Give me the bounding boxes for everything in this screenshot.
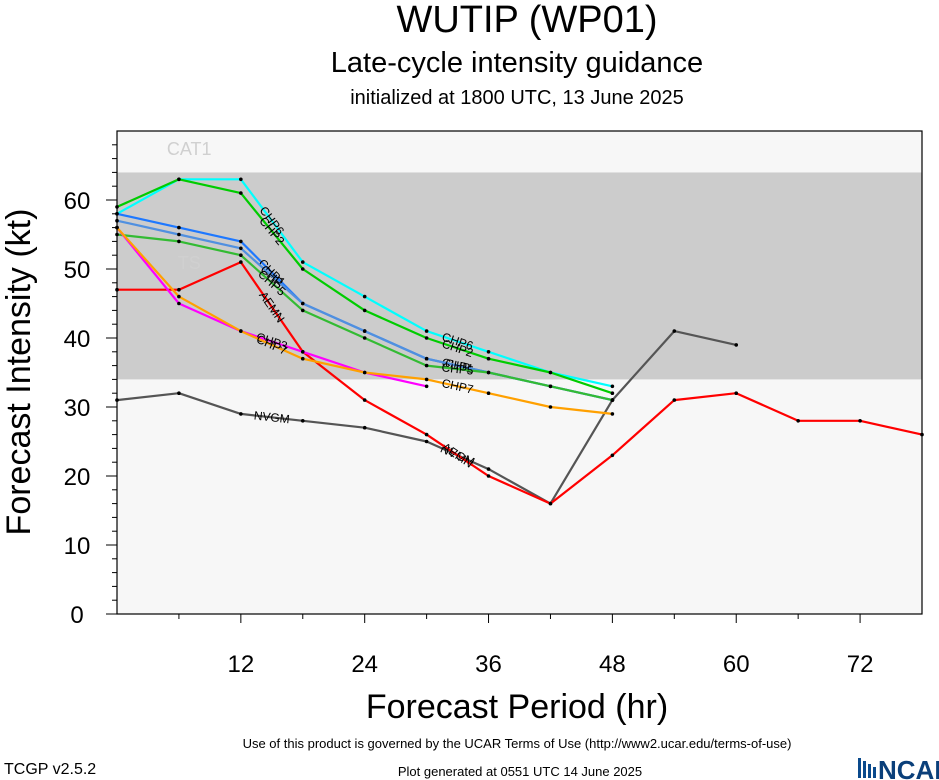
generated-timestamp: Plot generated at 0551 UTC 14 June 2025 (398, 764, 642, 779)
data-point-chp (300, 301, 305, 306)
data-point-chp7 (239, 329, 243, 333)
chart-initialized: initialized at 1800 UTC, 13 June 2025 (350, 87, 684, 109)
series-label-chp7: CHP7 (440, 376, 475, 397)
data-point-chp5 (300, 308, 305, 313)
data-point-aemn (362, 398, 367, 402)
data-point-aemn (177, 287, 181, 292)
data-point-chp2 (486, 356, 491, 361)
data-point-chp6 (362, 294, 367, 299)
data-point-nvgm (734, 343, 739, 347)
data-point-chp5 (610, 398, 615, 402)
data-point-chp1 (239, 239, 243, 244)
chart-subtitle: Late-cycle intensity guidance (331, 47, 703, 79)
data-point-chp3 (424, 384, 429, 389)
data-point-chp (424, 356, 429, 361)
x-axis-label: Forecast Period (hr) (366, 688, 668, 726)
data-point-chp2 (362, 308, 367, 313)
data-point-chp5 (548, 384, 553, 389)
x-tick-label: 12 (227, 651, 254, 678)
y-tick-label: 40 (64, 326, 91, 353)
data-point-chp7 (610, 412, 615, 416)
chart-title: WUTIP (WP01) (396, 0, 657, 41)
data-point-aemn (734, 391, 739, 396)
y-tick-label: 50 (64, 257, 91, 284)
data-point-aemn (796, 419, 800, 423)
data-point-aemn (239, 260, 243, 264)
data-point-chp1 (177, 225, 181, 230)
data-point-chp3 (300, 350, 305, 354)
x-tick-label: 36 (475, 651, 502, 678)
data-point-chp2 (177, 177, 181, 182)
plot-area: TSCAT1NVGMNVGMAEMNAEMNCHP6CHP6CHP2CHP2CH… (64, 130, 924, 678)
band-ts (117, 172, 922, 380)
data-point-chp6 (610, 384, 615, 389)
data-point-aemn (548, 501, 553, 506)
x-tick-label: 48 (599, 651, 626, 678)
data-point-nvgm (486, 467, 491, 471)
data-point-nvgm (362, 425, 367, 430)
y-tick-label: 10 (64, 533, 91, 560)
data-point-chp7 (177, 294, 181, 299)
data-point-chp7 (548, 405, 553, 409)
y-tick-label: 0 (70, 602, 83, 629)
data-point-chp6 (424, 329, 429, 333)
y-tick-label: 60 (64, 188, 91, 215)
y-tick-label: 20 (64, 464, 91, 491)
y-axis-label: Forecast Intensity (kt) (0, 209, 38, 536)
series-line-chp3 (116, 226, 427, 388)
data-point-chp6 (486, 350, 491, 354)
data-point-chp2 (610, 391, 615, 396)
data-point-chp5 (486, 370, 491, 375)
data-point-chp6 (300, 260, 305, 264)
data-point-chp3 (177, 301, 181, 306)
series-label-chp5: CHP5 (441, 360, 475, 377)
data-point-chp2 (548, 370, 553, 375)
data-point-chp5 (177, 239, 181, 244)
data-point-chp6 (239, 177, 243, 182)
ncar-logo: NCAR (858, 755, 939, 780)
version-label: TCGP v2.5.2 (4, 761, 96, 778)
data-point-nvgm (239, 412, 243, 416)
data-point-chp (362, 329, 367, 333)
data-point-chp2 (239, 191, 243, 195)
x-tick-label: 60 (723, 651, 750, 678)
data-point-chp7 (424, 377, 429, 382)
data-point-chp5 (239, 253, 243, 257)
y-tick-label: 30 (64, 395, 91, 422)
band-cat1 (117, 131, 922, 173)
data-point-chp2 (300, 267, 305, 271)
data-point-aemn (486, 474, 491, 478)
data-point-chp7 (486, 391, 491, 396)
series-chp6: CHP6CHP6 (115, 177, 615, 389)
series-label-nvgm: NVGM (253, 408, 290, 426)
data-point-chp5 (424, 363, 429, 368)
data-point-nvgm (424, 439, 429, 444)
data-point-aemn (672, 398, 677, 402)
x-tick-label: 72 (847, 651, 874, 678)
data-point-chp7 (362, 370, 367, 375)
data-point-chp5 (362, 336, 367, 340)
data-point-aemn (424, 432, 429, 437)
data-point-aemn (610, 453, 615, 458)
data-point-chp7 (300, 356, 305, 361)
data-point-nvgm (300, 419, 305, 423)
ncar-logo-text: NCAR (878, 755, 939, 780)
data-point-chp (177, 232, 181, 237)
series-chp3: CHP3 (115, 225, 429, 389)
data-point-nvgm (672, 329, 677, 333)
data-point-chp (239, 246, 243, 251)
plot-frame (116, 130, 923, 615)
ncar-logo-mark (858, 758, 876, 778)
data-point-aemn (858, 419, 862, 423)
x-tick-label: 24 (351, 651, 378, 678)
data-point-nvgm (177, 391, 181, 396)
band-label-cat1: CAT1 (167, 139, 212, 159)
series-line-aemn (117, 261, 923, 505)
band-label-ts: TS (178, 253, 201, 273)
data-point-chp2 (424, 336, 429, 340)
terms-notice: Use of this product is governed by the U… (243, 736, 792, 751)
